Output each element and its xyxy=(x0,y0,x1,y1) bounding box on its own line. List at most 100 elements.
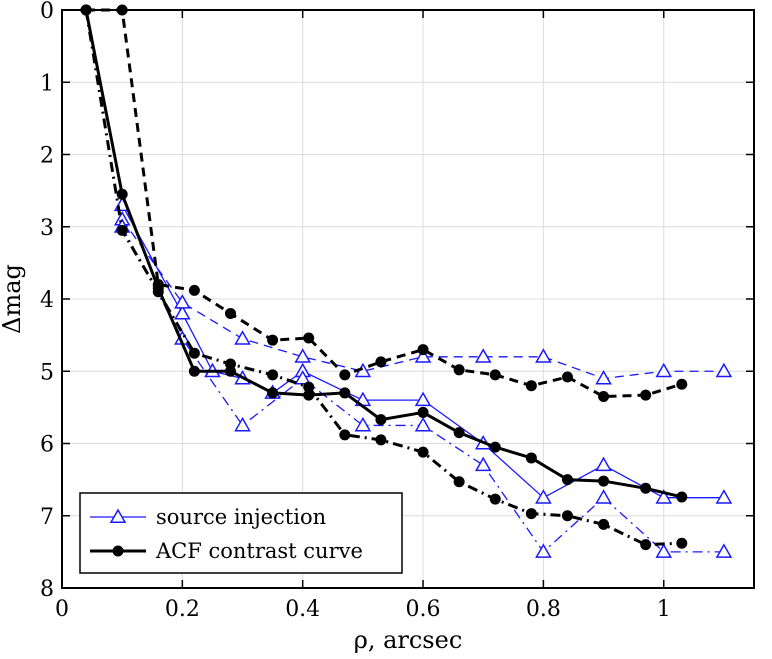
data-point xyxy=(188,365,200,377)
data-point xyxy=(595,489,612,504)
legend-box xyxy=(79,492,403,574)
data-point xyxy=(595,456,612,472)
data-point xyxy=(294,348,311,363)
data-point xyxy=(267,369,279,381)
y-tick-label: 1 xyxy=(40,71,54,96)
legend-entry-source-injection: source injection xyxy=(90,505,326,529)
data-point xyxy=(414,416,432,432)
x-tick-label: 1 xyxy=(657,597,671,622)
data-point xyxy=(375,356,387,368)
data-point xyxy=(676,491,688,503)
legend-label-source-injection: source injection xyxy=(156,505,326,529)
x-tick-label: 0.6 xyxy=(406,597,441,622)
data-point xyxy=(414,348,432,363)
series-line xyxy=(86,8,683,399)
data-point xyxy=(525,380,537,392)
data-point xyxy=(339,369,351,381)
data-point xyxy=(234,416,251,432)
legend-marker xyxy=(112,545,124,557)
data-point xyxy=(598,518,610,530)
data-point xyxy=(474,348,492,363)
data-point xyxy=(339,429,351,441)
data-point xyxy=(267,387,279,399)
series-3-solid xyxy=(80,4,688,503)
data-point xyxy=(303,332,315,344)
data-point xyxy=(375,434,387,446)
data-point xyxy=(676,378,688,390)
series-5-dashdot xyxy=(80,4,688,551)
data-point xyxy=(174,304,191,320)
data-point xyxy=(453,476,465,488)
y-axis-label: Δmag xyxy=(0,264,26,334)
data-point xyxy=(417,406,429,418)
data-point xyxy=(525,508,537,520)
data-point xyxy=(234,330,251,345)
data-point xyxy=(561,371,573,383)
series-layer xyxy=(80,4,733,558)
data-point xyxy=(174,294,191,309)
axis-ticks: 0 0.2 0.4 0.6 0.8 1 0 1 2 3 4 5 6 7 8 xyxy=(40,0,754,622)
series-line xyxy=(84,9,682,547)
legend-entry-acf-contrast-curve: ACF contrast curve xyxy=(90,539,363,563)
data-point xyxy=(535,543,552,558)
data-point xyxy=(116,224,128,236)
y-tick-label: 4 xyxy=(40,288,54,313)
y-tick-label: 2 xyxy=(40,144,54,169)
x-tick-label: 0.4 xyxy=(285,597,320,622)
data-point xyxy=(715,362,733,378)
data-point xyxy=(489,369,501,381)
data-point xyxy=(453,364,465,376)
data-point xyxy=(453,427,465,439)
y-tick-label: 8 xyxy=(40,577,54,602)
data-point xyxy=(152,286,164,298)
x-tick-label: 0 xyxy=(55,597,69,622)
data-point xyxy=(598,391,610,403)
data-point xyxy=(715,489,733,504)
data-point xyxy=(339,387,351,399)
x-tick-label: 0.8 xyxy=(526,597,561,622)
data-point xyxy=(525,452,537,464)
data-point xyxy=(224,307,236,319)
data-point xyxy=(116,188,128,200)
data-point xyxy=(655,543,673,558)
y-tick-label: 6 xyxy=(40,433,54,458)
data-point xyxy=(640,389,652,401)
data-point xyxy=(640,539,652,551)
x-tick-label: 0.2 xyxy=(165,597,200,622)
data-point xyxy=(375,414,387,426)
data-point xyxy=(188,284,200,296)
legend-label-acf-contrast-curve: ACF contrast curve xyxy=(155,539,363,563)
data-point xyxy=(535,489,552,504)
data-point xyxy=(561,510,573,522)
series-4-dashed xyxy=(80,4,688,403)
data-point xyxy=(655,489,673,504)
data-point xyxy=(224,358,236,370)
data-point xyxy=(598,475,610,487)
data-point xyxy=(267,334,279,346)
y-tick-label: 3 xyxy=(40,216,54,241)
series-1-dashed xyxy=(113,211,733,385)
data-point xyxy=(595,369,612,385)
legend: source injection ACF contrast curve xyxy=(79,492,403,574)
x-axis-label: ρ, arcsec xyxy=(354,626,463,654)
data-point xyxy=(414,391,432,407)
grid xyxy=(61,9,754,589)
data-point xyxy=(417,344,429,356)
data-point xyxy=(354,416,372,432)
data-point xyxy=(303,381,315,393)
data-point xyxy=(417,446,429,458)
data-point xyxy=(489,493,501,505)
y-tick-label: 7 xyxy=(40,505,54,530)
data-point xyxy=(655,362,673,378)
data-point xyxy=(489,441,501,453)
data-point xyxy=(715,543,733,558)
y-tick-label: 5 xyxy=(40,360,54,385)
data-point xyxy=(676,537,688,549)
data-point xyxy=(561,474,573,486)
legend-marker xyxy=(109,508,127,523)
data-point xyxy=(188,347,200,359)
y-tick-label: 0 xyxy=(40,0,54,24)
data-point xyxy=(535,348,552,363)
data-point xyxy=(474,456,492,472)
